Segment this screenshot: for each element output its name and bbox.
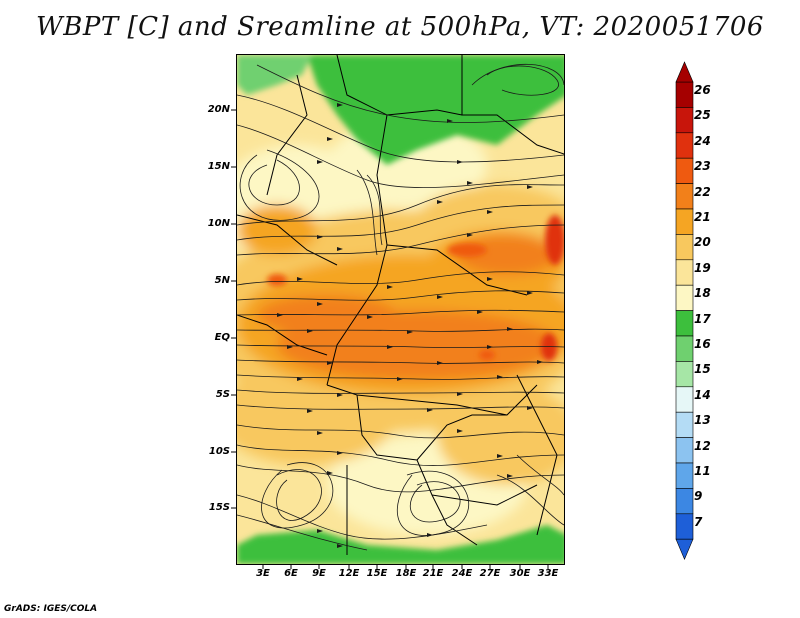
lat-label: 15S bbox=[208, 502, 230, 513]
lat-label: 10N bbox=[207, 218, 230, 229]
colorbar-label: 12 bbox=[694, 438, 711, 453]
colorbar-label: 11 bbox=[694, 464, 711, 478]
map-title: WBPT [C] and Sreamline at 500hPa, VT: 20… bbox=[36, 12, 764, 42]
lon-label: 21E bbox=[422, 568, 444, 579]
colorbar-label: 25 bbox=[694, 108, 711, 123]
colorbar-label: 17 bbox=[694, 311, 711, 326]
lon-label: 27E bbox=[479, 568, 501, 579]
lat-label: EQ bbox=[214, 332, 230, 343]
colorbar-swatch bbox=[675, 157, 694, 184]
map-panel bbox=[236, 54, 565, 565]
colorbar-swatch bbox=[675, 259, 694, 286]
colorbar-swatch bbox=[675, 81, 694, 108]
colorbar-swatch bbox=[675, 335, 694, 362]
colorbar-label: 26 bbox=[694, 83, 711, 97]
lat-label: 15N bbox=[207, 161, 230, 172]
colorbar-swatch bbox=[675, 513, 694, 540]
colorbar-swatch bbox=[675, 107, 694, 134]
lon-label: 24E bbox=[451, 568, 473, 579]
colorbar-swatch bbox=[675, 183, 694, 210]
colorbar-swatch bbox=[675, 361, 694, 388]
colorbar-swatch bbox=[675, 462, 694, 489]
colorbar-swatch bbox=[675, 284, 694, 311]
colorbar-swatch bbox=[675, 132, 694, 159]
lon-label: 9E bbox=[312, 568, 326, 579]
colorbar-swatch bbox=[675, 208, 694, 235]
lat-label: 5S bbox=[215, 389, 230, 400]
colorbar-swatch bbox=[675, 386, 694, 413]
colorbar-swatch bbox=[675, 234, 694, 261]
colorbar-label: 9 bbox=[694, 489, 703, 504]
colorbar-swatch bbox=[675, 310, 694, 337]
lon-label: 33E bbox=[537, 568, 559, 579]
colorbar-label: 16 bbox=[694, 337, 711, 351]
lon-label: 6E bbox=[284, 568, 298, 579]
colorbar-bottom-arrow bbox=[675, 538, 694, 560]
lat-label: 20N bbox=[207, 104, 230, 115]
colorbar-label: 21 bbox=[694, 210, 711, 224]
lon-label: 12E bbox=[338, 568, 360, 579]
colorbar-label: 22 bbox=[694, 184, 711, 199]
colorbar-label: 24 bbox=[694, 133, 711, 148]
footer-credit: GrADS: IGES/COLA bbox=[4, 604, 98, 614]
colorbar-label: 7 bbox=[694, 514, 703, 529]
lon-label: 30E bbox=[509, 568, 531, 579]
colorbar-swatch bbox=[675, 411, 694, 438]
colorbar-label: 19 bbox=[694, 260, 711, 275]
lon-label: 18E bbox=[395, 568, 417, 579]
colorbar-label: 18 bbox=[694, 286, 711, 301]
colorbar-label: 23 bbox=[694, 159, 711, 174]
colorbar bbox=[675, 61, 694, 560]
lon-label: 3E bbox=[256, 568, 270, 579]
colorbar-label: 14 bbox=[694, 387, 711, 402]
colorbar-label: 20 bbox=[694, 235, 711, 250]
lat-label: 5N bbox=[214, 275, 230, 286]
colorbar-label: 13 bbox=[694, 413, 711, 428]
colorbar-swatch bbox=[675, 437, 694, 464]
wbpt-field bbox=[237, 55, 564, 564]
colorbar-top-arrow bbox=[675, 61, 694, 83]
lon-label: 15E bbox=[366, 568, 388, 579]
lat-label: 10S bbox=[208, 446, 230, 457]
colorbar-swatch bbox=[675, 488, 694, 515]
colorbar-label: 15 bbox=[694, 362, 711, 377]
